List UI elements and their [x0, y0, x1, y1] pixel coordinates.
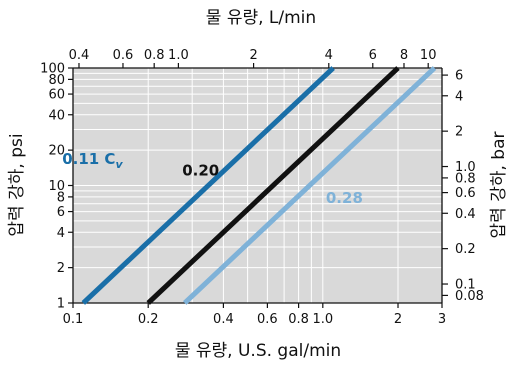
axis-ticks: 0.1 0.2 0.4 0.6 0.8 1.0 2 30.4 0.6 0.8 1.0 2 4 6 8 1012…: [40, 48, 484, 327]
x-tick-label-bottom: 0.8: [288, 312, 309, 327]
series-line-3: [182, 66, 437, 305]
y-tick-label-right: 0.2: [455, 242, 476, 257]
y-tick-label-left: 10: [48, 179, 65, 194]
x-tick-label-top: 1.0: [168, 48, 189, 63]
y-tick-label-left: 100: [40, 62, 65, 77]
series-label-1: 0.11 Cv: [62, 150, 123, 171]
y-tick-label-left: 6: [57, 205, 65, 220]
series-label-2: 0.20: [182, 161, 219, 179]
x-tick-label-bottom: 1.0: [312, 312, 333, 327]
y-tick-label-left: 8: [57, 190, 65, 205]
y-tick-label-right: 0.1: [455, 278, 476, 293]
x-tick-label-bottom: 0.1: [63, 312, 84, 327]
x-tick-label-top: 2: [249, 48, 257, 63]
x-tick-label-bottom: 3: [438, 312, 446, 327]
series-lines: [81, 66, 437, 305]
y-tick-label-left: 2: [57, 261, 65, 276]
x-tick-label-top: 0.4: [69, 48, 90, 63]
y-tick-label-left: 40: [48, 108, 65, 123]
y-tick-label-right: 0.4: [455, 207, 476, 222]
y-tick-label-right: 4: [455, 89, 463, 104]
y-tick-label-right: 0.8: [455, 171, 476, 186]
x-tick-label-top: 6: [369, 48, 377, 63]
y-tick-label-right: 0.08: [455, 289, 484, 304]
x-axis-title-top: 물 유량, L/min: [206, 8, 316, 28]
x-tick-label-top: 0.8: [144, 48, 165, 63]
y-tick-label-left: 1: [57, 297, 65, 312]
series-line-1: [81, 66, 335, 305]
x-tick-label-top: 0.6: [113, 48, 134, 63]
y-tick-label-right: 0.6: [455, 186, 476, 201]
x-tick-label-bottom: 0.4: [213, 312, 234, 327]
grid: [73, 68, 442, 303]
y-tick-label-left: 80: [48, 73, 65, 88]
series-label-3: 0.28: [326, 189, 363, 207]
series-line-2: [146, 66, 400, 305]
y-axis-title-right: 압력 강하, bar: [489, 132, 509, 239]
y-tick-label-right: 1.0: [455, 160, 476, 175]
x-axis-title-bottom: 물 유량, U.S. gal/min: [175, 341, 341, 361]
x-tick-label-bottom: 0.6: [257, 312, 278, 327]
y-axis-title-left: 압력 강하, psi: [7, 133, 27, 236]
series-labels: 0.11 Cv 0.20 0.28: [62, 150, 363, 207]
x-tick-label-bottom: 0.2: [138, 312, 159, 327]
y-tick-label-left: 4: [57, 226, 65, 241]
y-tick-label-right: 2: [455, 125, 463, 140]
x-tick-label-top: 10: [420, 48, 437, 63]
x-tick-label-top: 8: [400, 48, 408, 63]
x-tick-label-bottom: 2: [394, 312, 402, 327]
y-tick-label-left: 20: [48, 144, 65, 159]
y-tick-label-left: 60: [48, 88, 65, 103]
x-tick-label-top: 4: [325, 48, 333, 63]
y-tick-label-right: 6: [455, 69, 463, 84]
